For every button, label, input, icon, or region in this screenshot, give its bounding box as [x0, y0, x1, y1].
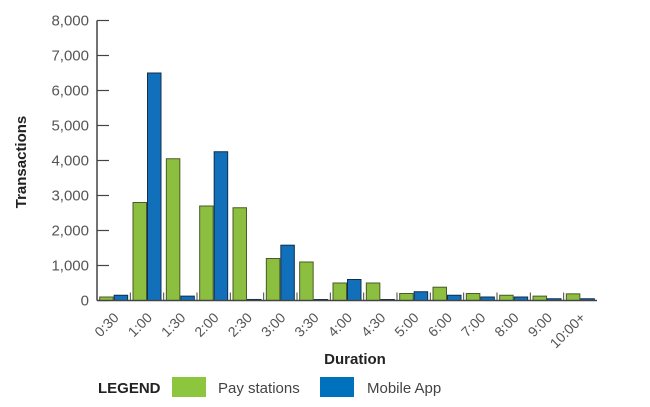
bar-pay-stations: [499, 294, 514, 301]
bar-pay-stations: [565, 293, 581, 302]
legend-title: LEGEND: [98, 380, 161, 397]
x-tick-label: 2:30: [225, 309, 256, 340]
bar-pay-stations: [165, 158, 181, 301]
bar-mobile-app: [213, 151, 229, 301]
legend-label-mobile-app: Mobile App: [367, 380, 441, 397]
bar-pay-stations: [232, 207, 247, 301]
y-tick-label: 7,000: [51, 48, 89, 65]
bar-mobile-app: [147, 72, 162, 301]
bar-mobile-app: [347, 279, 362, 301]
x-tick-label: 1:30: [158, 309, 189, 340]
bar-pay-stations: [299, 261, 314, 301]
x-tick-label: 1:00: [125, 309, 156, 340]
bar-pay-stations: [432, 286, 447, 302]
x-tick-label: 4:30: [358, 309, 389, 340]
y-tick-label: 4,000: [51, 153, 89, 170]
bar-mobile-app: [280, 244, 295, 301]
bars: [99, 72, 595, 302]
y-axis: 0 1,000 2,000 3,000 4,000 5,000 6,000 7,000 8,00…: [51, 13, 109, 310]
bar-pay-stations: [332, 282, 347, 301]
x-tick-label: 8:00: [491, 309, 522, 340]
y-tick-label: 1,000: [51, 258, 89, 275]
bar-pay-stations: [132, 202, 147, 301]
x-tick-label: 4:00: [325, 309, 356, 340]
legend: LEGEND Pay stations Mobile App: [98, 377, 441, 397]
bar-pay-stations: [265, 258, 281, 301]
bar-mobile-app: [113, 294, 129, 301]
x-tick-label: 3:30: [291, 309, 322, 340]
bar-pay-stations: [465, 293, 481, 301]
y-tick-label: 5,000: [51, 118, 89, 135]
x-tick-label: 3:00: [258, 309, 289, 340]
y-tick-label: 8,000: [51, 13, 89, 30]
x-axis: 0:30 1:00 1:30 2:00 2:30 3:00 3:30 4:00 4:30 5:00…: [91, 292, 597, 351]
x-tick-label: 6:00: [425, 309, 456, 340]
y-tick-label: 0: [81, 293, 89, 310]
x-tick-label: 0:30: [91, 309, 122, 340]
legend-label-pay-stations: Pay stations: [218, 380, 300, 397]
bar-pay-stations: [365, 282, 381, 301]
x-tick-label: 2:00: [191, 309, 222, 340]
bar-pay-stations: [399, 293, 414, 301]
legend-swatch-mobile-app: [320, 377, 354, 397]
y-tick-label: 2,000: [51, 223, 89, 240]
bar-mobile-app: [413, 291, 429, 301]
bar-pay-stations: [199, 205, 214, 301]
y-tick-label: 6,000: [51, 83, 89, 100]
x-tick-label: 10:00+: [547, 309, 589, 351]
legend-swatch-pay-stations: [172, 377, 206, 397]
bar-mobile-app: [447, 294, 462, 301]
x-axis-label: Duration: [324, 351, 386, 368]
y-tick-label: 3,000: [51, 188, 89, 205]
x-tick-label: 5:00: [391, 309, 422, 340]
x-tick-label: 7:00: [458, 309, 489, 340]
y-axis-label: Transactions: [13, 116, 30, 209]
